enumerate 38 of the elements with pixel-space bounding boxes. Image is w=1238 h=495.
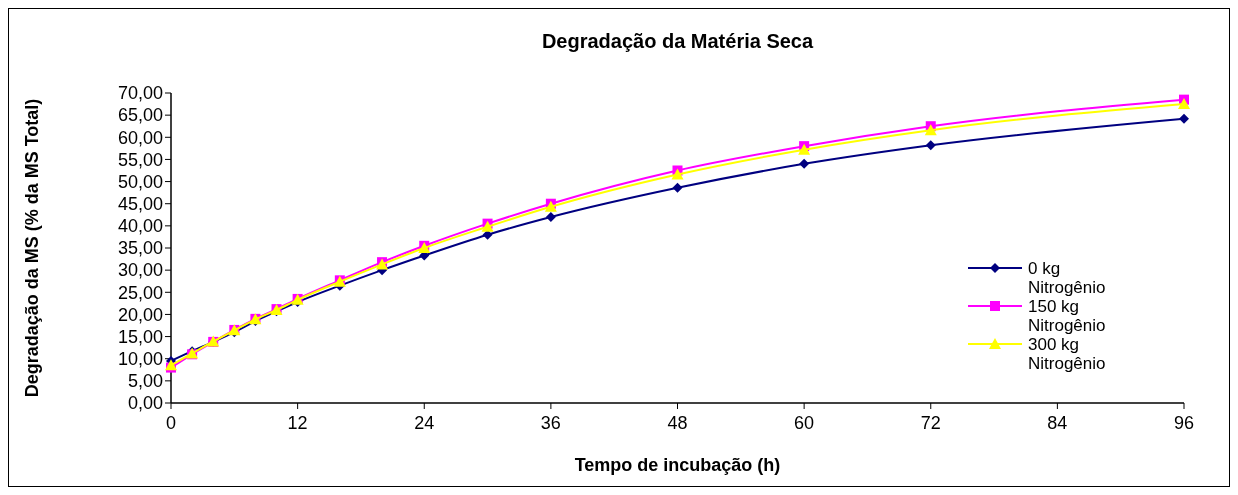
y-tick-label: 25,00 [117,282,163,303]
y-tick-label: 5,00 [127,371,163,392]
point [1178,98,1190,110]
point [799,158,810,169]
x-tick-label: 96 [1173,413,1195,433]
y-tick-label: 35,00 [117,238,163,259]
y-tick-label: 20,00 [117,304,163,325]
x-tick-label: 24 [414,413,435,433]
y-tick-label: 40,00 [117,216,163,237]
x-tick-label: 48 [667,413,688,433]
x-tick-label: 0 [165,413,177,433]
y-tick-label: 45,00 [117,194,163,215]
x-tick-label: 72 [920,413,941,433]
legend-label: 150 kg Nitrogênio [1028,296,1106,335]
y-tick-label: 70,00 [117,83,163,104]
y-tick-label: 0,00 [127,393,163,414]
y-tick-label: 15,00 [117,326,163,347]
legend-label: 300 kg Nitrogênio [1028,334,1106,373]
y-tick-label: 30,00 [117,260,163,281]
x-tick-label: 60 [794,413,815,433]
y-tick-label: 55,00 [117,149,163,170]
point [924,124,937,136]
y-axis-title: Degradação da MS (% da MS Total) [22,98,42,398]
y-tick-label: 60,00 [117,127,163,148]
point [672,182,683,193]
x-tick-label: 84 [1047,413,1068,433]
x-axis-title: Tempo de incubação (h) [574,455,781,475]
y-tick-label: 65,00 [117,105,163,126]
x-tick-label: 36 [540,413,561,433]
y-tick-label: 10,00 [117,349,163,370]
y-tick-label: 50,00 [117,171,163,192]
chart-title: Degradação da Matéria Seca [541,30,814,52]
point [925,140,936,151]
x-tick-label: 12 [287,413,308,433]
point [671,168,684,180]
point [545,212,556,222]
legend-label: 0 kg Nitrogênio [1028,258,1106,297]
point [1179,113,1189,124]
